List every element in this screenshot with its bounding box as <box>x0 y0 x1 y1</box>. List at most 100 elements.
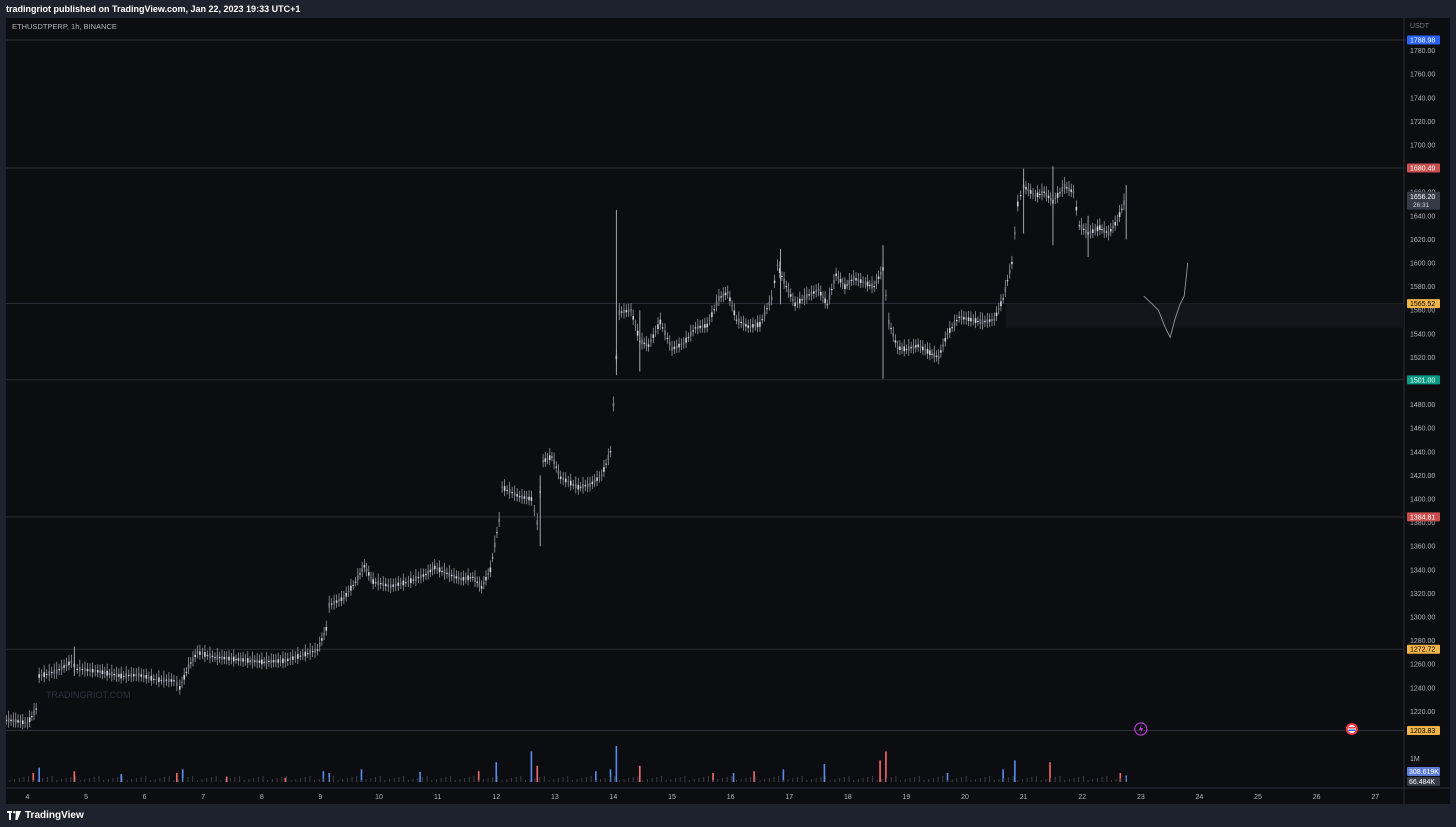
candle-body <box>929 350 931 356</box>
volume-bar <box>660 776 662 782</box>
candle-body <box>673 346 676 350</box>
tradingview-logo[interactable]: TradingView <box>7 810 84 821</box>
level-price-badge <box>1407 512 1440 522</box>
candle-body <box>924 349 926 351</box>
volume-bar <box>328 773 331 782</box>
candle-body <box>915 345 917 348</box>
candle-body <box>498 518 500 523</box>
candle-body <box>949 328 951 333</box>
volume-bar <box>501 780 503 782</box>
candle-body <box>965 317 968 320</box>
candle-body <box>76 668 79 670</box>
candle-body <box>745 324 747 327</box>
candle-body <box>508 488 511 494</box>
candle-body <box>778 268 781 274</box>
candle-body <box>467 575 469 581</box>
volume-bar <box>806 780 808 782</box>
candle-body <box>1120 208 1123 210</box>
lightning-icon <box>1134 722 1148 736</box>
volume-bar <box>1014 760 1016 782</box>
volume-bar <box>1045 779 1047 782</box>
candle-body <box>783 278 785 284</box>
candle-body <box>192 657 194 662</box>
candle-body <box>33 710 35 715</box>
volume-bar <box>192 776 194 782</box>
volume-bar <box>782 780 784 782</box>
candle-body <box>828 294 831 300</box>
candle-body <box>28 717 31 723</box>
volume-bar <box>1073 778 1075 782</box>
candle-body <box>785 286 788 288</box>
candle-body <box>392 584 395 587</box>
volume-bar <box>1092 779 1094 782</box>
candle-body <box>17 720 19 723</box>
volume-bar <box>1021 779 1023 782</box>
candle-body <box>1110 229 1112 232</box>
candle-body <box>43 672 45 678</box>
candle-body <box>518 496 521 498</box>
volume-bar <box>801 776 803 782</box>
volume-bar <box>239 776 241 782</box>
time-tick-label: 10 <box>375 794 383 801</box>
volume-bar <box>121 776 123 782</box>
volume-bar <box>890 777 892 782</box>
candle-body <box>187 664 190 669</box>
volume-bar <box>1049 762 1051 782</box>
volume-bar <box>32 773 35 782</box>
candle-body <box>970 317 972 322</box>
candle-body <box>877 276 880 279</box>
last-price-label: 1656.20 <box>1410 194 1435 201</box>
level-price-badge <box>1407 35 1440 45</box>
candle-body <box>584 485 587 487</box>
candle-body <box>323 632 325 636</box>
volume-bar <box>1002 769 1004 782</box>
candle-body <box>81 668 84 671</box>
candle-body <box>338 599 340 602</box>
volume-bar <box>145 776 147 782</box>
candle-body <box>99 670 101 673</box>
candle-body <box>111 671 113 677</box>
candle-body <box>402 580 405 586</box>
volume-bar <box>815 778 817 782</box>
candle-body <box>931 353 933 355</box>
candle-body <box>417 576 420 579</box>
candle-body <box>400 583 402 585</box>
candle-body <box>766 308 768 310</box>
candle-body <box>620 311 623 313</box>
candle-body <box>19 720 22 723</box>
volume-bar <box>450 776 452 782</box>
level-price-label: 1501.00 <box>1410 377 1435 384</box>
volume-bar <box>473 776 475 782</box>
candle-body <box>789 294 792 297</box>
candle-body <box>354 581 357 583</box>
candle-body <box>436 568 438 570</box>
volume-bar <box>876 780 878 782</box>
volume-bar <box>70 777 72 782</box>
volume-bar <box>154 779 156 782</box>
volume-bar <box>360 769 363 782</box>
volume-bar <box>689 780 691 782</box>
price-tick-label: 1600.00 <box>1410 261 1435 268</box>
price-chart[interactable]: USDT 1220.00 1240.00 1260.00 1280.00 1300.00 1… <box>6 18 1450 804</box>
candle-body <box>464 577 467 579</box>
candle-body <box>937 355 940 360</box>
candle-body <box>733 310 736 316</box>
candle-body <box>306 653 309 655</box>
volume-bar <box>520 776 522 782</box>
candle-body <box>944 337 947 342</box>
candle-body <box>91 668 94 673</box>
candle-body <box>871 283 873 289</box>
candle-body <box>181 681 183 684</box>
candle-body <box>593 479 596 483</box>
volume-bar <box>379 776 381 782</box>
candle-body <box>316 649 319 651</box>
volume-bar <box>215 776 217 782</box>
candle-body <box>485 576 487 581</box>
volume-bar <box>159 778 161 782</box>
candle-body <box>1082 228 1085 230</box>
candle-body <box>742 322 745 326</box>
candle-body <box>113 673 115 676</box>
candle-body <box>528 496 530 501</box>
chart-panel[interactable]: USDT 1220.00 1240.00 1260.00 1280.00 1300.00 1… <box>6 18 1450 804</box>
candle-body <box>770 296 773 301</box>
